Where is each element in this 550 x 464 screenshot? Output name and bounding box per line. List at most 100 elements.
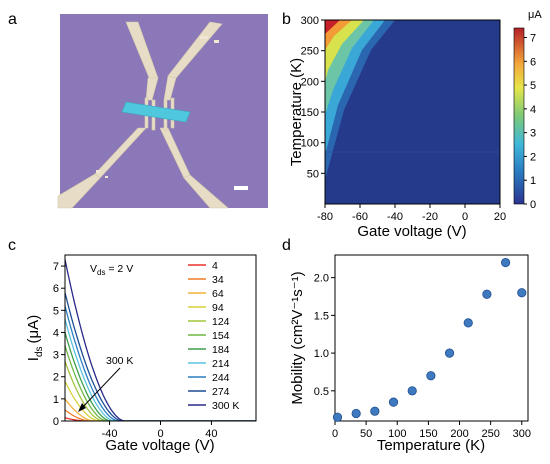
heatmap-ytick-label: 100	[301, 138, 319, 150]
c-ytick-label: 4	[53, 327, 59, 339]
c-xtick-label: 40	[205, 428, 217, 440]
curve-184	[65, 332, 256, 421]
mobility-point	[407, 386, 417, 396]
mobility-point	[332, 412, 343, 422]
panel-label-b: b	[282, 11, 291, 28]
c-ytick-label: 7	[53, 261, 59, 273]
mobility-point	[370, 406, 380, 416]
panel-c-ticks: -40 0 40 0 1 2 3 4 5 6 7	[53, 261, 218, 440]
panel-d-ylabel: Mobility (cm²V⁻¹s⁻¹)	[289, 271, 306, 404]
panel-c-ylabel: Ids (μA)	[25, 315, 45, 361]
scale-bar	[234, 186, 248, 190]
c-ytick-label: 3	[53, 350, 59, 362]
colorbar	[513, 27, 525, 205]
panel-d-frame	[334, 254, 529, 422]
colorbar-unit: μA	[528, 9, 542, 21]
panel-c-xlabel: Gate voltage (V)	[105, 437, 214, 454]
mobility-point	[351, 408, 361, 419]
mobility-point	[444, 348, 455, 358]
legend-label: 94	[212, 302, 224, 314]
colorbar-tick-label: 5	[530, 80, 536, 92]
c-ytick-label: 2	[53, 372, 59, 384]
mobility-point	[500, 257, 511, 268]
legend-label: 64	[212, 288, 224, 300]
legend-label: 124	[212, 316, 230, 328]
c-ytick-label: 5	[53, 305, 59, 317]
d-xtick-label: 250	[481, 428, 499, 440]
2d-flake	[121, 101, 191, 123]
legend-label: 154	[212, 330, 230, 342]
curve-244	[65, 305, 256, 421]
ylabel-subscript: ds	[34, 346, 45, 357]
heatmap-xtick-label: -80	[317, 211, 333, 223]
d-ytick-label: 1.0	[314, 348, 329, 360]
c-ytick-label: 0	[53, 416, 59, 428]
ylabel-unit: (μA)	[25, 315, 42, 344]
mobility-point	[463, 318, 473, 328]
temperature-arrow: 300 K	[78, 355, 133, 412]
heatmap-ytick-label: 150	[301, 107, 319, 119]
panel-label-c: c	[8, 237, 16, 254]
mobility-points	[332, 257, 527, 422]
d-xtick-label: 100	[388, 428, 406, 440]
vds-annotation: Vds = 2 V	[90, 263, 133, 277]
panel-c-legend: 4 34 64 94 124 154 184 214 244 274 300 K	[188, 260, 239, 412]
heatmap-ticks: -80 -60 -40 -20 0 20 50 100 150 200 250 300	[301, 15, 506, 223]
legend-label: 34	[212, 274, 224, 286]
curve-274	[65, 292, 256, 421]
colorbar-tick-label: 2	[530, 151, 536, 163]
panel-d: d 0 50 100 150 200 250 300 0.5 1.0 1.5 2.0 Tempera…	[282, 237, 531, 454]
panel-d-ticks: 0 50 100 150 200 250 300 0.5 1.0 1.5 2.0	[314, 273, 531, 440]
heatmap-xtick-label: -60	[352, 211, 368, 223]
heatmap-field	[325, 20, 500, 204]
heatmap-ytick-label: 50	[307, 168, 319, 180]
legend-label: 300 K	[212, 400, 239, 412]
panel-a: a	[8, 11, 268, 209]
d-ytick-label: 2.0	[314, 273, 329, 285]
arrow-label: 300 K	[106, 355, 133, 367]
mobility-point	[388, 397, 399, 407]
curve-214	[65, 319, 256, 421]
colorbar-tick-label: 6	[530, 56, 536, 68]
electrode-pattern	[57, 21, 229, 209]
c-xtick-label: -40	[102, 428, 118, 440]
d-ytick-label: 1.5	[314, 310, 329, 322]
heatmap-xtick-label: -20	[422, 211, 438, 223]
colorbar-tick-label: 1	[530, 175, 536, 187]
mobility-point	[426, 371, 436, 381]
colorbar-tick-label: 4	[530, 104, 536, 116]
c-ytick-label: 6	[53, 283, 59, 295]
mobility-point	[482, 289, 492, 299]
heatmap-band-4	[325, 20, 364, 82]
heatmap-band-6	[325, 20, 340, 34]
c-ytick-label: 1	[53, 394, 59, 406]
d-xtick-label: 50	[360, 428, 372, 440]
legend-label: 244	[212, 372, 230, 384]
colorbar-tick-label: 3	[530, 128, 536, 140]
panel-label-a: a	[8, 11, 17, 28]
heatmap-ytick-label: 200	[301, 76, 319, 88]
ylabel-symbol: I	[25, 357, 42, 361]
mobility-point	[517, 288, 527, 298]
heatmap-xtick-label: -40	[387, 211, 403, 223]
debris	[96, 36, 219, 178]
curve-124	[65, 360, 256, 421]
legend-label: 4	[212, 260, 218, 272]
d-xtick-label: 0	[332, 428, 338, 440]
svg-text:Ids(μA): Ids (μA)	[25, 315, 45, 361]
colorbar-ticks: 0 1 2 3 4 5 6 7	[524, 33, 536, 211]
legend-label: 184	[212, 344, 230, 356]
colorbar-tick-label: 0	[530, 199, 536, 211]
d-xtick-label: 300	[513, 428, 531, 440]
legend-label: 214	[212, 358, 230, 370]
legend-label: 274	[212, 386, 230, 398]
curve-300-K	[65, 259, 256, 421]
colorbar-tick-label: 7	[530, 33, 536, 45]
heatmap-ytick-label: 300	[301, 15, 319, 27]
panel-label-d: d	[282, 237, 291, 254]
d-xtick-label: 200	[450, 428, 468, 440]
d-ytick-label: 0.5	[314, 386, 329, 398]
